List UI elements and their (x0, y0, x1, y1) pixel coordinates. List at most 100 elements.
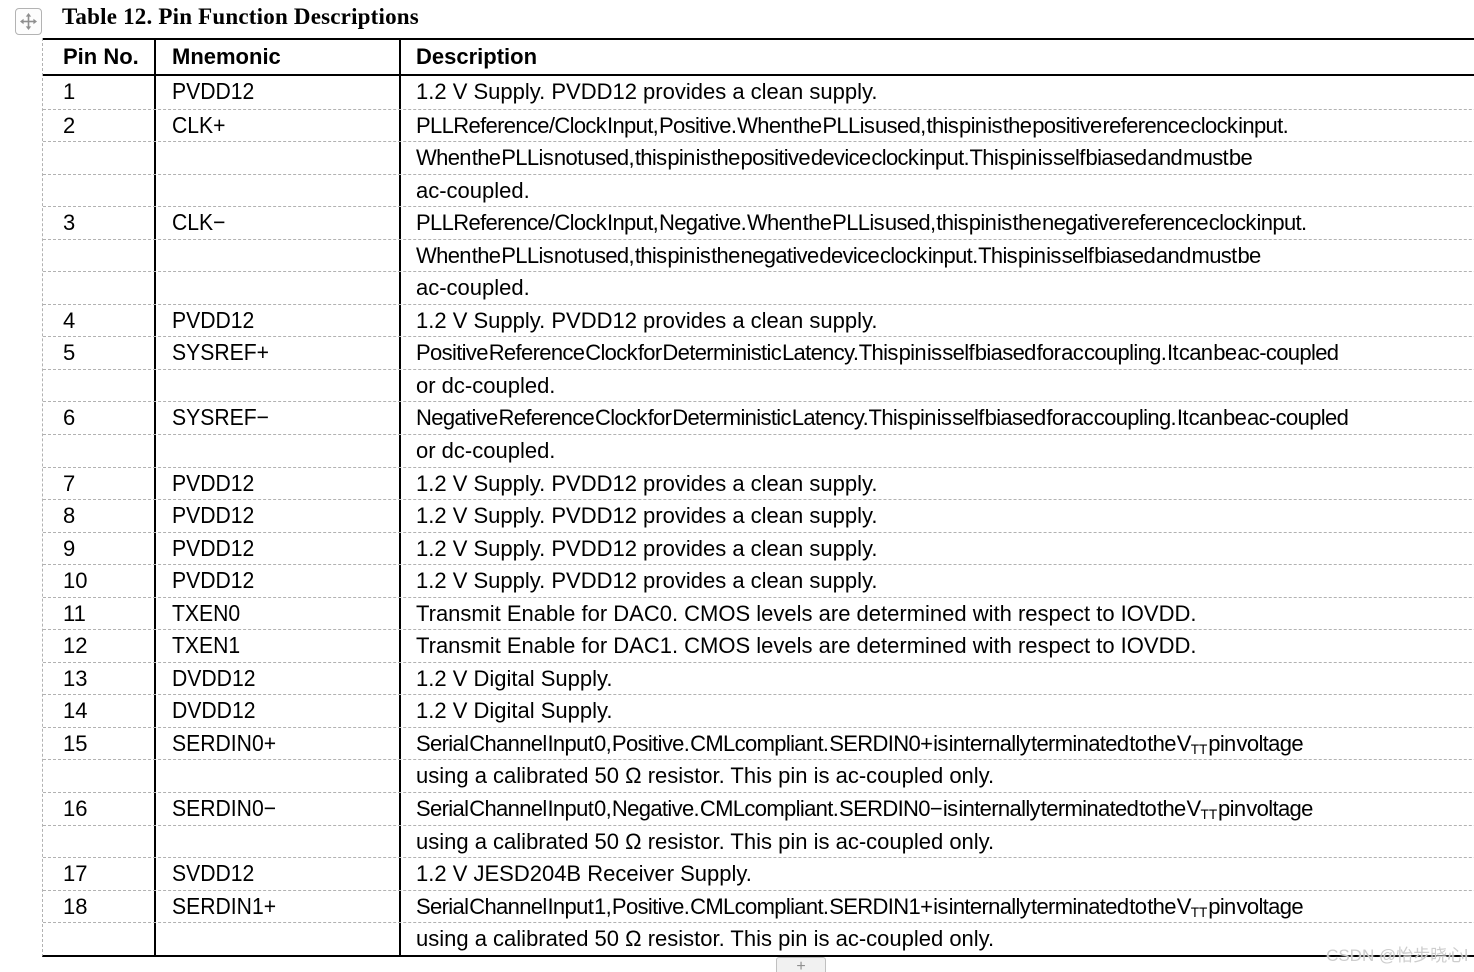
mnemonic-cell[interactable] (156, 369, 401, 402)
pin-no-cell[interactable]: 13 (43, 662, 156, 695)
description-cell[interactable]: 1.2 V Digital Supply. (401, 695, 1474, 727)
description-cell[interactable]: Transmit Enable for DAC0. CMOS levels ar… (401, 598, 1474, 630)
description-cell[interactable]: 1.2 V Supply. PVDD12 provides a clean su… (401, 76, 1474, 109)
description-cell[interactable]: Serial Channel Input 0, Negative. CML co… (401, 793, 1474, 825)
description-cell[interactable]: 1.2 V JESD204B Receiver Supply. (401, 858, 1474, 890)
mnemonic-cell[interactable]: PVDD12 (156, 532, 401, 565)
column-header-mnemonic[interactable]: Mnemonic (156, 40, 401, 74)
mnemonic-cell[interactable]: DVDD12 (156, 662, 401, 695)
description-cell[interactable]: Serial Channel Input 1, Positive. CML co… (401, 891, 1474, 923)
mnemonic-text: DVDD12 (172, 664, 256, 691)
pin-no-cell[interactable]: 5 (43, 337, 156, 369)
mnemonic-cell[interactable]: PVDD12 (156, 76, 401, 109)
description-cell[interactable]: or dc-coupled. (401, 435, 1474, 467)
mnemonic-cell[interactable]: SERDIN0− (156, 793, 401, 825)
mnemonic-cell[interactable]: CLK+ (156, 109, 401, 142)
description-cell[interactable]: 1.2 V Supply. PVDD12 provides a clean su… (401, 533, 1474, 565)
insert-row-button[interactable]: + (776, 957, 826, 972)
table-row: using a calibrated 50 Ω resistor. This p… (43, 759, 1474, 793)
mnemonic-cell[interactable] (156, 239, 401, 272)
mnemonic-cell[interactable] (156, 435, 401, 467)
description-cell[interactable]: When the PLL is not used, this pin is th… (401, 240, 1474, 272)
table-row: 14 DVDD12 1.2 V Digital Supply. (43, 694, 1474, 727)
mnemonic-cell[interactable]: PVDD12 (156, 467, 401, 500)
description-line: 1.2 V JESD204B Receiver Supply. (416, 861, 752, 887)
pin-no-cell[interactable] (43, 142, 156, 174)
description-cell[interactable]: using a calibrated 50 Ω resistor. This p… (401, 923, 1474, 955)
pin-no-cell[interactable] (43, 825, 156, 858)
description-cell[interactable]: 1.2 V Digital Supply. (401, 663, 1474, 695)
pin-no-cell[interactable]: 14 (43, 695, 156, 727)
pin-no-cell[interactable]: 15 (43, 727, 156, 760)
mnemonic-cell[interactable]: DVDD12 (156, 695, 401, 727)
description-cell[interactable]: Transmit Enable for DAC1. CMOS levels ar… (401, 630, 1474, 662)
mnemonic-cell[interactable]: SERDIN0+ (156, 727, 401, 760)
mnemonic-cell[interactable]: PVDD12 (156, 565, 401, 597)
description-cell[interactable]: Serial Channel Input 0, Positive. CML co… (401, 728, 1474, 760)
pin-no-cell[interactable]: 4 (43, 304, 156, 337)
mnemonic-cell[interactable] (156, 174, 401, 207)
description-cell[interactable]: using a calibrated 50 Ω resistor. This p… (401, 760, 1474, 792)
pin-no-cell[interactable] (43, 760, 156, 793)
pin-no-cell[interactable]: 1 (43, 76, 156, 109)
pin-no-cell[interactable]: 7 (43, 467, 156, 500)
description-cell[interactable]: PLL Reference/Clock Input, Negative. Whe… (401, 207, 1474, 239)
pin-no-cell[interactable]: 18 (43, 890, 156, 923)
mnemonic-cell[interactable]: SERDIN1+ (156, 890, 401, 923)
description-cell[interactable]: When the PLL is not used, this pin is th… (401, 142, 1474, 174)
mnemonic-cell[interactable]: PVDD12 (156, 304, 401, 337)
pin-no-cell[interactable] (43, 239, 156, 272)
pin-no-cell[interactable] (43, 923, 156, 955)
pin-no-cell[interactable]: 2 (43, 109, 156, 142)
pin-no-cell[interactable]: 17 (43, 858, 156, 890)
mnemonic-cell[interactable] (156, 825, 401, 858)
description-line: using a calibrated 50 Ω resistor. This p… (416, 926, 995, 952)
mnemonic-cell[interactable] (156, 923, 401, 955)
pin-no-cell[interactable]: 3 (43, 207, 156, 239)
pin-no-cell[interactable]: 8 (43, 500, 156, 532)
mnemonic-cell[interactable]: SVDD12 (156, 858, 401, 890)
column-header-pin-no[interactable]: Pin No. (43, 40, 156, 74)
mnemonic-cell[interactable]: SYSREF+ (156, 337, 401, 369)
mnemonic-cell[interactable]: TXEN1 (156, 630, 401, 662)
mnemonic-cell[interactable] (156, 760, 401, 793)
pin-no-cell[interactable]: 10 (43, 565, 156, 597)
table-row: 9 PVDD12 1.2 V Supply. PVDD12 provides a c… (43, 531, 1474, 565)
description-cell[interactable]: PLL Reference/Clock Input, Positive. Whe… (401, 110, 1474, 142)
mnemonic-cell[interactable]: TXEN0 (156, 597, 401, 630)
mnemonic-cell[interactable] (156, 142, 401, 174)
pin-no-cell[interactable]: 6 (43, 402, 156, 435)
table-title[interactable]: Table 12. Pin Function Descriptions (62, 4, 419, 29)
description-cell[interactable]: 1.2 V Supply. PVDD12 provides a clean su… (401, 500, 1474, 532)
mnemonic-cell[interactable]: SYSREF− (156, 402, 401, 435)
description-cell[interactable]: ac-coupled. (401, 272, 1474, 304)
description-cell[interactable]: or dc-coupled. (401, 370, 1474, 402)
pin-no-cell[interactable]: 12 (43, 630, 156, 662)
mnemonic-text: PVDD12 (172, 502, 255, 529)
description-cell[interactable]: Positive Reference Clock for Determinist… (401, 337, 1474, 369)
table-move-handle[interactable] (15, 8, 42, 35)
pin-no-cell[interactable] (43, 272, 156, 304)
column-header-description[interactable]: Description (416, 44, 538, 69)
mnemonic-cell[interactable]: PVDD12 (156, 500, 401, 532)
description-line: Positive Reference Clock for Determinist… (416, 340, 1339, 366)
description-cell[interactable]: ac-coupled. (401, 175, 1474, 207)
description-cell[interactable]: 1.2 V Supply. PVDD12 provides a clean su… (401, 468, 1474, 500)
description-cell[interactable]: using a calibrated 50 Ω resistor. This p… (401, 826, 1474, 858)
table-row: 13 DVDD12 1.2 V Digital Supply. (43, 661, 1474, 695)
pin-no-cell[interactable] (43, 435, 156, 467)
pin-no-cell[interactable] (43, 369, 156, 402)
pin-no-cell[interactable] (43, 174, 156, 207)
pin-no-cell[interactable]: 9 (43, 532, 156, 565)
mnemonic-cell[interactable]: CLK− (156, 207, 401, 239)
description-line: using a calibrated 50 Ω resistor. This p… (416, 828, 995, 854)
table-row: or dc-coupled. (43, 368, 1474, 402)
table-body: 1 PVDD12 1.2 V Supply. PVDD12 provides a c… (43, 76, 1474, 955)
pin-no-cell[interactable]: 11 (43, 597, 156, 630)
mnemonic-text: PVDD12 (172, 78, 255, 104)
description-cell[interactable]: 1.2 V Supply. PVDD12 provides a clean su… (401, 305, 1474, 337)
pin-no-cell[interactable]: 16 (43, 793, 156, 825)
description-cell[interactable]: Negative Reference Clock for Determinist… (401, 402, 1474, 434)
mnemonic-cell[interactable] (156, 272, 401, 304)
description-cell[interactable]: 1.2 V Supply. PVDD12 provides a clean su… (401, 565, 1474, 597)
